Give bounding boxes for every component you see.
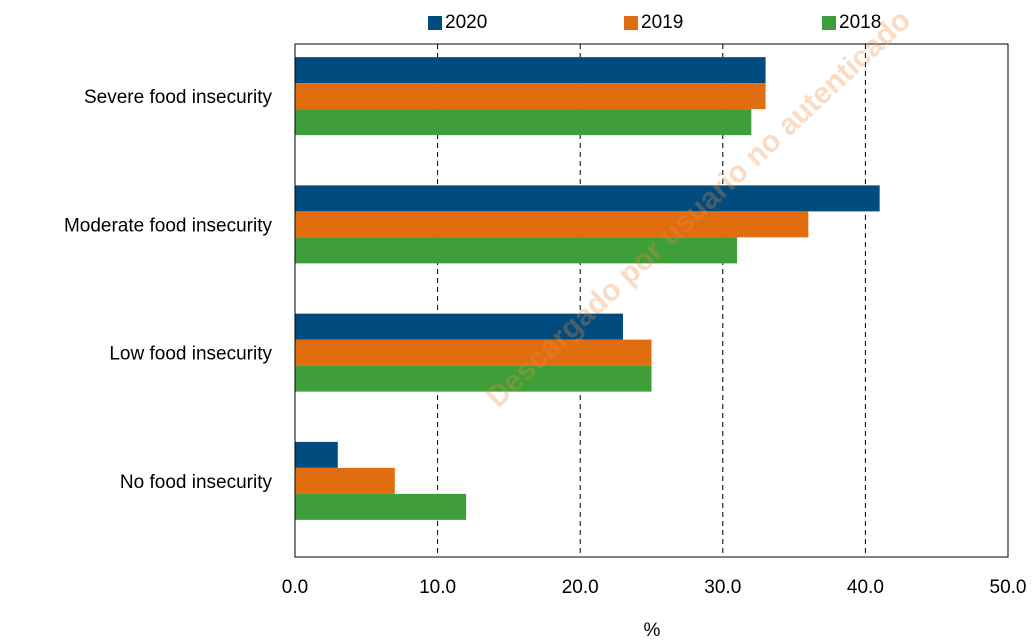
legend-item-2020: 2020 xyxy=(428,12,487,34)
bar-2018-2 xyxy=(295,237,738,264)
bar-2020-4 xyxy=(295,441,338,468)
bar-2018-1 xyxy=(295,109,752,136)
x-tick-label-0: 0.0 xyxy=(282,577,308,598)
category-label-4: No food insecurity xyxy=(120,472,273,493)
x-tick-label-1: 10.0 xyxy=(419,577,456,598)
bar-2020-1 xyxy=(295,57,766,84)
legend-item-2018: 2018 xyxy=(822,12,881,34)
legend-label-2019: 2019 xyxy=(641,12,684,33)
x-tick-label-2: 20.0 xyxy=(562,577,599,598)
legend-swatch-2018 xyxy=(822,16,836,30)
bar-2019-2 xyxy=(295,211,809,238)
bar-2020-3 xyxy=(295,313,623,340)
x-tick-label-3: 30.0 xyxy=(704,577,741,598)
bar-2019-1 xyxy=(295,83,766,110)
chart-legend: 2020 2019 2018 xyxy=(0,12,1035,38)
bar-2019-3 xyxy=(295,339,652,366)
legend-swatch-2020 xyxy=(428,16,442,30)
category-label-1: Severe food insecurity xyxy=(84,87,272,108)
plot-area-border xyxy=(294,43,1009,558)
bar-2018-3 xyxy=(295,365,652,392)
legend-item-2019: 2019 xyxy=(624,12,683,34)
legend-label-2018: 2018 xyxy=(839,12,882,33)
x-tick-label-5: 50.0 xyxy=(990,577,1027,598)
legend-label-2020: 2020 xyxy=(445,12,488,33)
bar-2018-4 xyxy=(295,493,467,520)
x-tick-label-4: 40.0 xyxy=(847,577,884,598)
category-label-3: Low food insecurity xyxy=(109,344,272,365)
bar-2019-4 xyxy=(295,467,395,494)
x-axis-label: % xyxy=(644,620,661,641)
legend-swatch-2019 xyxy=(624,16,638,30)
bar-2020-2 xyxy=(295,185,880,212)
category-label-2: Moderate food insecurity xyxy=(64,215,273,236)
